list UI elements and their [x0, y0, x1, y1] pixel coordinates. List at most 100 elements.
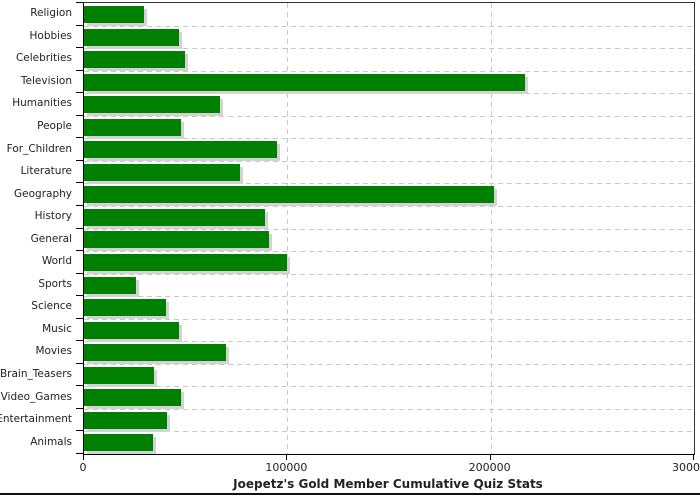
- y-axis-label: Brain_Teasers: [0, 368, 72, 381]
- y-axis-label: Humanities: [12, 97, 72, 110]
- bar-sports: [84, 276, 137, 294]
- y-axis-tick: [76, 362, 83, 364]
- horizontal-gridline: [84, 183, 694, 185]
- bar-row: [84, 3, 694, 26]
- bar-brain_teasers: [84, 366, 154, 384]
- y-axis-label: Music: [42, 322, 72, 335]
- y-axis-tick: [76, 430, 83, 432]
- y-axis-tick: [76, 407, 83, 409]
- bar-row: [84, 386, 694, 409]
- bar-history: [84, 208, 265, 226]
- y-axis-label: World: [41, 255, 72, 268]
- y-axis-tick: [76, 272, 83, 274]
- y-axis-label: For_Children: [6, 142, 72, 155]
- y-axis-tick: [76, 204, 83, 206]
- y-axis-label: Science: [31, 300, 72, 313]
- horizontal-gridline: [84, 138, 694, 140]
- horizontal-gridline: [84, 48, 694, 50]
- bar-row: [84, 251, 694, 274]
- bar-television: [84, 73, 525, 91]
- y-axis-tick: [76, 317, 83, 319]
- horizontal-gridline: [84, 386, 694, 388]
- bar-row: [84, 116, 694, 139]
- y-axis-tick: [76, 137, 83, 139]
- bar-video_games: [84, 389, 182, 407]
- x-axis-tick: [83, 454, 84, 460]
- bar-animals: [84, 434, 154, 452]
- x-axis-tick-label: 300000: [672, 461, 700, 474]
- y-axis-label: History: [34, 210, 72, 223]
- chart-title: Joepetz's Gold Member Cumulative Quiz St…: [233, 477, 543, 491]
- horizontal-gridline: [84, 363, 694, 365]
- horizontal-gridline: [84, 25, 694, 27]
- bar-row: [84, 319, 694, 342]
- y-axis-tick: [76, 47, 83, 49]
- bar-row: [84, 161, 694, 184]
- y-axis-label: Television: [20, 74, 72, 87]
- horizontal-gridline: [84, 205, 694, 207]
- bar-science: [84, 299, 166, 317]
- y-axis-tick: [76, 114, 83, 116]
- bar-general: [84, 231, 270, 249]
- y-axis-tick: [76, 295, 83, 297]
- bar-row: [84, 409, 694, 432]
- y-axis-label: Religion: [30, 7, 72, 20]
- bar-religion: [84, 6, 145, 23]
- y-axis-tick: [76, 340, 83, 342]
- y-axis-tick: [76, 227, 83, 229]
- bar-row: [84, 296, 694, 319]
- horizontal-gridline: [84, 115, 694, 117]
- plot-area: [83, 2, 695, 455]
- bar-row: [84, 93, 694, 116]
- bar-people: [84, 118, 181, 136]
- bar-world: [84, 254, 287, 272]
- horizontal-gridline: [84, 318, 694, 320]
- y-axis-tick: [76, 182, 83, 184]
- y-axis-tick: [76, 24, 83, 26]
- horizontal-gridline: [84, 341, 694, 343]
- bar-row: [84, 206, 694, 229]
- x-axis-tick: [693, 454, 694, 460]
- x-axis-tick-label: 200000: [468, 461, 511, 474]
- y-axis-label: General: [30, 232, 72, 245]
- bar-row: [84, 431, 694, 454]
- bar-row: [84, 71, 694, 94]
- horizontal-gridline: [84, 251, 694, 253]
- horizontal-gridline: [84, 296, 694, 298]
- horizontal-gridline: [84, 431, 694, 433]
- y-axis-label: People: [37, 120, 72, 132]
- y-axis-tick: [76, 69, 83, 71]
- bar-row: [84, 364, 694, 387]
- y-axis-label: Sports: [38, 277, 72, 290]
- bar-row: [84, 183, 694, 206]
- bar-for_children: [84, 141, 277, 159]
- y-axis-label: Video_Games: [0, 390, 72, 403]
- x-axis-tick-label: 0: [79, 461, 87, 474]
- bottom-divider-line: [0, 493, 700, 495]
- y-axis-tick: [76, 453, 83, 454]
- horizontal-gridline: [84, 408, 694, 410]
- bar-music: [84, 321, 180, 339]
- y-axis-tick: [76, 2, 83, 3]
- bar-row: [84, 138, 694, 161]
- y-axis-label: Geography: [14, 187, 72, 200]
- bar-row: [84, 274, 694, 297]
- x-axis-tick-label: 100000: [265, 461, 308, 474]
- bar-movies: [84, 344, 226, 362]
- x-axis-tick: [489, 454, 491, 460]
- horizontal-gridline: [84, 160, 694, 162]
- y-axis-tick: [76, 159, 83, 161]
- y-axis-label: Hobbies: [29, 29, 73, 42]
- bar-row: [84, 341, 694, 364]
- y-axis-tick: [76, 250, 83, 252]
- bar-entertainment: [84, 411, 168, 429]
- bar-row: [84, 48, 694, 71]
- bar-hobbies: [84, 28, 179, 46]
- y-axis-tick: [76, 92, 83, 94]
- bar-geography: [84, 186, 494, 204]
- y-axis-labels: Religion Hobbies Celebrities Television Huma…: [0, 2, 83, 453]
- horizontal-gridline: [84, 70, 694, 72]
- bar-row: [84, 228, 694, 251]
- horizontal-gridline: [84, 228, 694, 230]
- bar-row: [84, 26, 694, 49]
